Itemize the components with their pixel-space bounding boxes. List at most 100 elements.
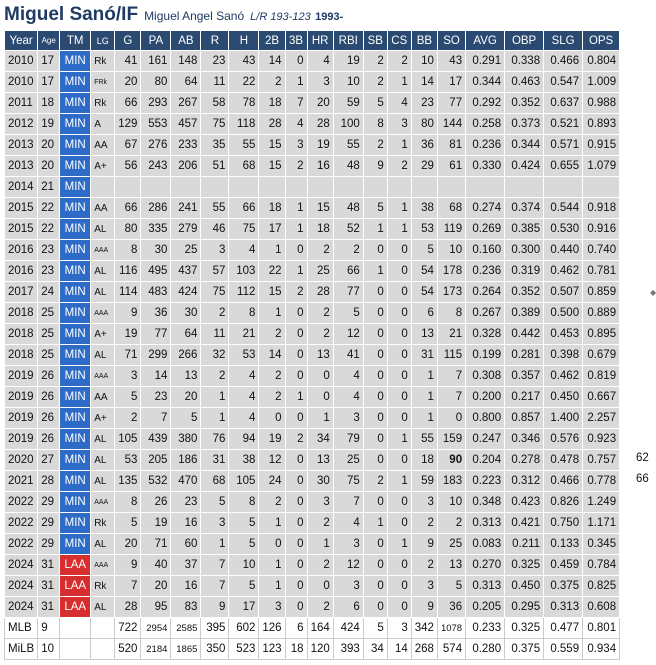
column-header-age[interactable]: Age xyxy=(37,30,61,51)
column-header-2b[interactable]: 2B xyxy=(258,30,286,51)
cell-cs: 1 xyxy=(386,533,412,555)
cell-age: 17 xyxy=(37,50,61,72)
cell-r: 3 xyxy=(200,512,230,534)
cell-avg: 0.223 xyxy=(465,470,506,492)
column-header-3b[interactable]: 3B xyxy=(284,30,308,51)
cell-lg: Rk xyxy=(90,575,116,597)
column-header-r[interactable]: R xyxy=(200,30,230,51)
table-row: 2019 26 MIN AAA 3 14 13 2 4 2 0 0 4 0 0 1 7 0.308 0.357 0.4… xyxy=(3,365,621,387)
column-header-so[interactable]: SO xyxy=(436,30,467,51)
column-header-h[interactable]: H xyxy=(228,30,260,51)
cell-ab: 2585 xyxy=(170,617,202,639)
cell-lg: A xyxy=(90,113,116,135)
cell-age: 10 xyxy=(37,638,61,660)
cell-lg xyxy=(90,638,116,660)
cell-pa: 205 xyxy=(140,449,172,471)
column-header-sb[interactable]: SB xyxy=(362,30,388,51)
cell-rbi: 48 xyxy=(332,197,364,219)
column-header-cs[interactable]: CS xyxy=(386,30,412,51)
cell-g: 2 xyxy=(114,407,142,429)
column-header-ops[interactable]: OPS xyxy=(582,30,621,51)
cell-slg: 0.313 xyxy=(543,596,584,618)
cell-hr: 0 xyxy=(306,575,334,597)
column-header-year[interactable]: Year xyxy=(3,30,39,51)
cell-sb: 0 xyxy=(362,449,388,471)
cell-pa: 161 xyxy=(140,50,172,72)
cell-r: 11 xyxy=(200,323,230,345)
cell-ops: 0.918 xyxy=(582,197,621,219)
cell-so: 10 xyxy=(436,239,467,261)
cell-2b: 3 xyxy=(258,596,286,618)
cell-cs: 0 xyxy=(386,491,412,513)
cell-age: 20 xyxy=(37,155,61,177)
cell-pa: 20 xyxy=(140,575,172,597)
cell-rbi: 25 xyxy=(332,449,364,471)
cell-avg: 0.348 xyxy=(465,491,506,513)
cell-pa: 40 xyxy=(140,554,172,576)
cell-sb: 0 xyxy=(362,302,388,324)
scroll-indicator-icon: ◆ xyxy=(650,288,656,297)
team-badge: MIN xyxy=(59,512,92,534)
cell-g: 66 xyxy=(114,92,142,114)
column-header-tm[interactable]: TM xyxy=(59,30,92,51)
cell-sb: 2 xyxy=(362,71,388,93)
cell-ops xyxy=(582,176,621,198)
team-badge: MIN xyxy=(59,134,92,156)
totals-row: MLB 9 722 2954 2585 395 602 126 6 164 424 5 3 342 1078… xyxy=(3,617,621,639)
cell-so: 8 xyxy=(436,302,467,324)
cell-avg: 0.199 xyxy=(465,344,506,366)
cell-so: 7 xyxy=(436,365,467,387)
cell-g: 116 xyxy=(114,260,142,282)
table-row: 2022 29 MIN AAA 8 26 23 5 8 2 0 3 7 0 0 3 10 0.348 0.423 0.… xyxy=(3,491,621,513)
team-badge: MIN xyxy=(59,260,92,282)
column-header-g[interactable]: G xyxy=(114,30,142,51)
column-header-slg[interactable]: SLG xyxy=(543,30,584,51)
cell-ab: 437 xyxy=(170,260,202,282)
cell-r: 75 xyxy=(200,281,230,303)
table-row: 2013 20 MIN A+ 56 243 206 51 68 15 2 16 48 9 2 29 61 0.33… xyxy=(3,155,621,177)
team-badge: MIN xyxy=(59,92,92,114)
cell-avg: 0.160 xyxy=(465,239,506,261)
column-header-pa[interactable]: PA xyxy=(140,30,172,51)
cell-h: 8 xyxy=(228,302,260,324)
cell-2b: 1 xyxy=(258,575,286,597)
cell-slg: 0.530 xyxy=(543,218,584,240)
cell-h: 10 xyxy=(228,554,260,576)
cell-rbi: 424 xyxy=(332,617,364,639)
cell-pa xyxy=(140,176,172,198)
cell-so: 5 xyxy=(436,575,467,597)
column-header-obp[interactable]: OBP xyxy=(504,30,545,51)
cell-pa: 299 xyxy=(140,344,172,366)
cell-r: 395 xyxy=(200,617,230,639)
cell-ops: 0.757 xyxy=(582,449,621,471)
cell-h: 94 xyxy=(228,428,260,450)
cell-so: 119 xyxy=(436,218,467,240)
cell-rbi: 4 xyxy=(332,365,364,387)
cell-avg: 0.308 xyxy=(465,365,506,387)
cell-ab: 23 xyxy=(170,491,202,513)
column-header-ab[interactable]: AB xyxy=(170,30,202,51)
cell-cs: 0 xyxy=(386,365,412,387)
column-header-lg[interactable]: LG xyxy=(90,30,116,51)
column-header-hr[interactable]: HR xyxy=(306,30,334,51)
cell-sb: 0 xyxy=(362,575,388,597)
cell-2b: 123 xyxy=(258,638,286,660)
cell-2b: 2 xyxy=(258,323,286,345)
column-header-bb[interactable]: BB xyxy=(410,30,438,51)
cell-2b: 2 xyxy=(258,365,286,387)
column-header-avg[interactable]: AVG xyxy=(465,30,506,51)
player-bats-throws: L/R 193-123 xyxy=(250,11,311,23)
cell-so: 7 xyxy=(436,386,467,408)
cell-bb: 5 xyxy=(410,239,438,261)
cell-g: 20 xyxy=(114,533,142,555)
cell-ab: 37 xyxy=(170,554,202,576)
cell-r: 350 xyxy=(200,638,230,660)
column-header-rbi[interactable]: RBI xyxy=(332,30,364,51)
cell-r: 2 xyxy=(200,365,230,387)
cell-ops: 1.009 xyxy=(582,71,621,93)
cell-3b: 3 xyxy=(284,134,308,156)
cell-lg: AAA xyxy=(90,554,116,576)
cell-pa: 23 xyxy=(140,386,172,408)
cell-3b xyxy=(284,176,308,198)
cell-r: 1 xyxy=(200,533,230,555)
